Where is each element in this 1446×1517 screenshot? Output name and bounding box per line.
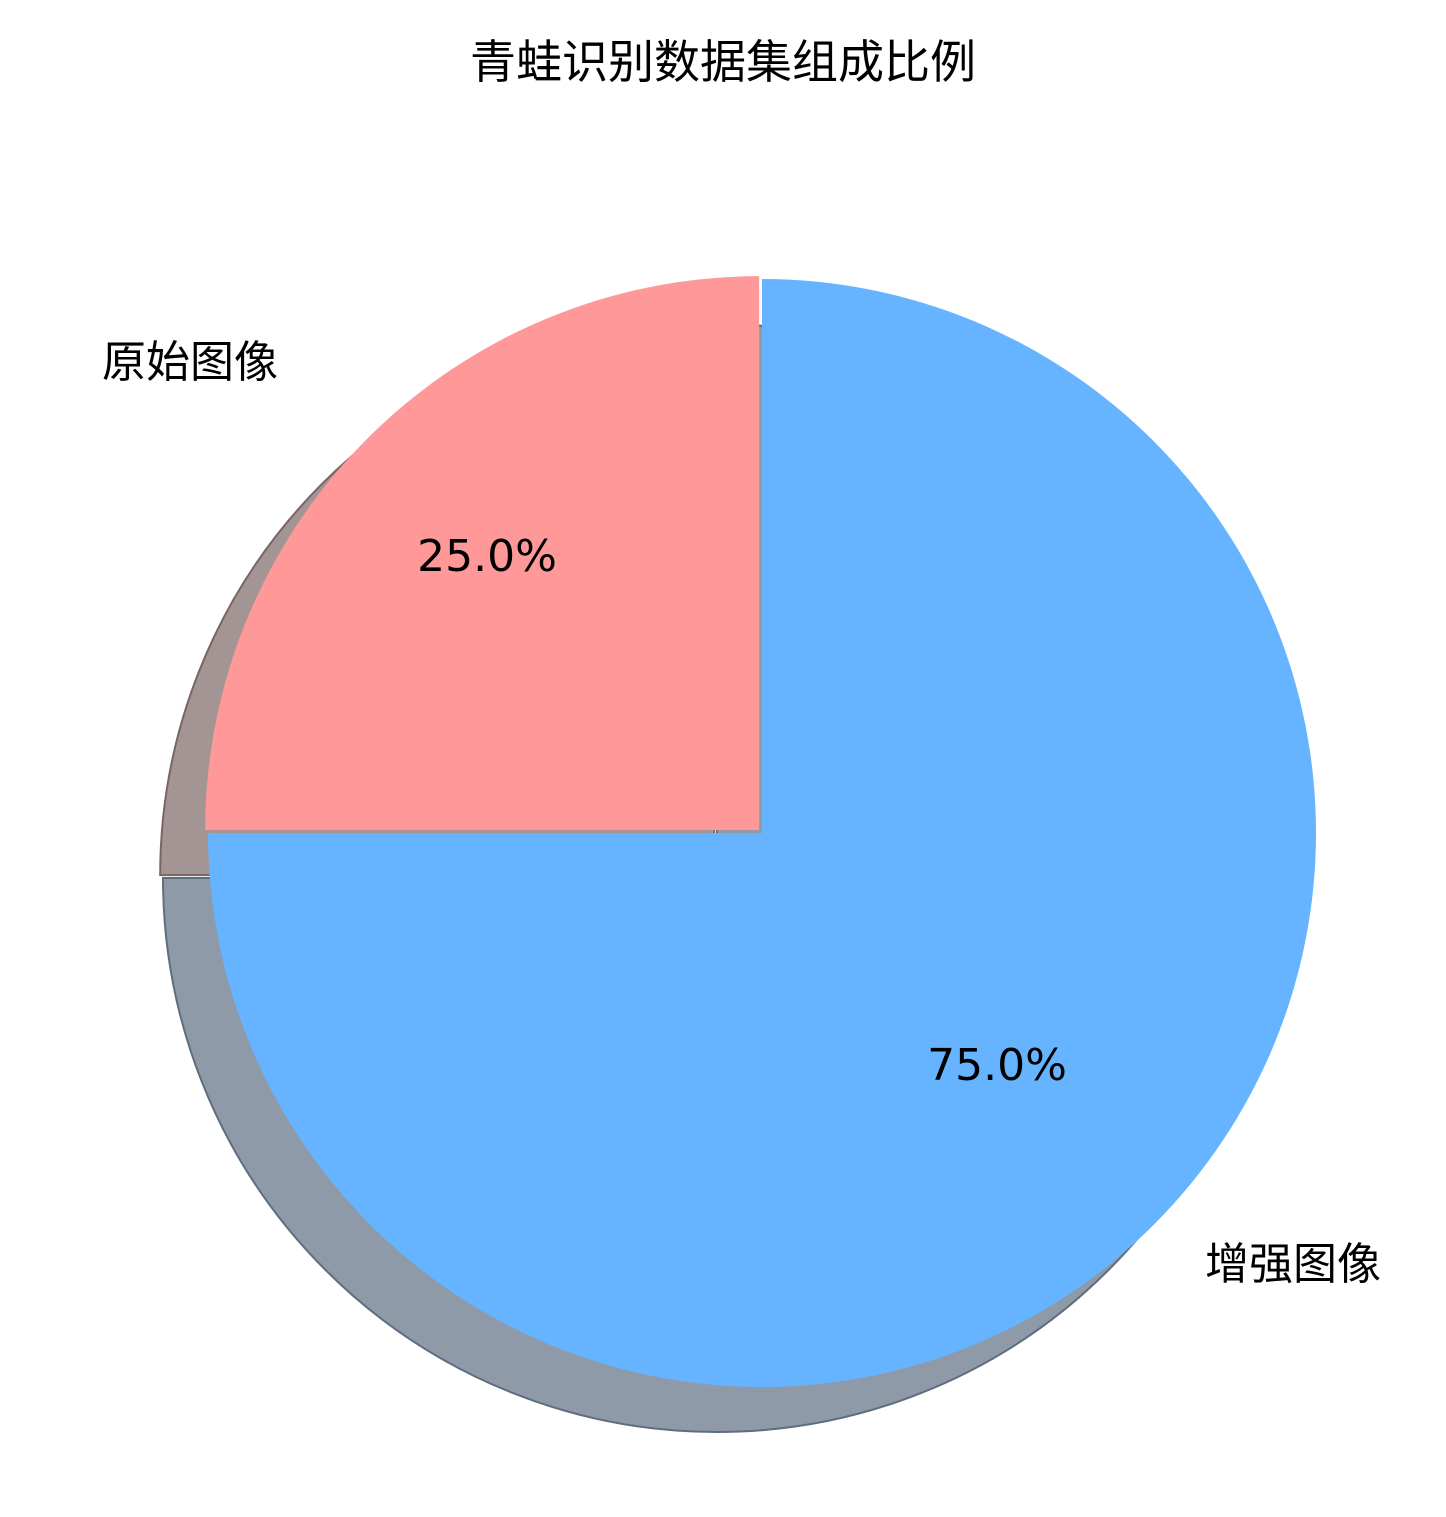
category-label-1: 增强图像 <box>1205 1239 1381 1290</box>
category-label-0: 原始图像 <box>102 337 278 388</box>
pie-slice-0 <box>205 276 760 831</box>
value-label-1: 75.0% <box>927 1040 1067 1091</box>
chart-title: 青蛙识别数据集组成比例 <box>470 35 976 89</box>
pie-slice-1 <box>208 279 1316 1387</box>
value-label-0: 25.0% <box>417 531 557 582</box>
slice-layer <box>205 276 1316 1387</box>
